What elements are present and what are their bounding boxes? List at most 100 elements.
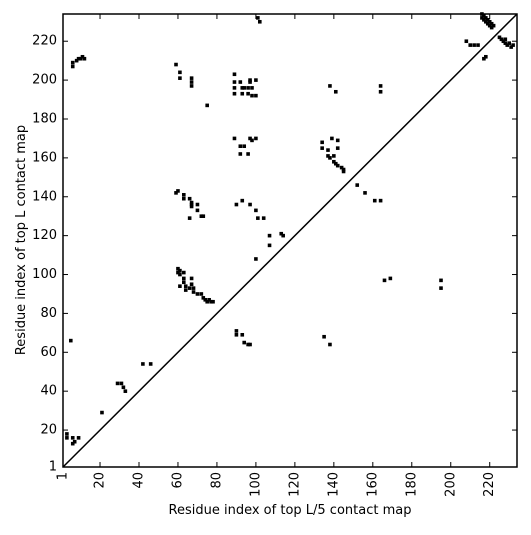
y-tick-label: 140 [32,189,57,204]
point [211,299,215,304]
point [248,202,252,207]
point [205,299,209,304]
point [339,165,344,170]
point [201,296,206,300]
point [328,342,332,347]
point [199,292,204,296]
point [189,80,194,84]
point [497,35,502,40]
point [76,436,81,440]
point [189,276,194,281]
x-tick-label: 140 [326,472,341,497]
point [248,78,252,82]
point [70,60,75,65]
point [484,16,488,20]
point [322,334,326,339]
point [115,381,120,386]
point [178,284,182,288]
point [176,270,180,275]
point [205,103,209,108]
point [187,196,192,201]
point [378,198,383,203]
point [256,216,260,220]
x-tick-label: 120 [287,472,302,497]
point [326,148,330,152]
point [176,266,180,271]
point [355,183,360,187]
point [78,56,83,61]
point [489,25,494,30]
point [240,91,245,96]
point [195,208,200,213]
point [335,163,340,168]
point [201,214,206,218]
point [76,56,81,61]
point [464,39,469,44]
point [254,78,258,82]
point [378,89,383,94]
point [203,297,208,302]
point [248,136,252,141]
point [335,138,340,143]
point [121,385,126,390]
point [341,167,346,172]
x-tick-label: 40 [131,472,146,489]
point [74,58,79,63]
point [187,216,192,220]
y-tick-label: 1 [49,460,57,475]
point [491,23,496,28]
point [503,41,508,45]
point [330,136,334,141]
plot-frame [62,13,518,468]
point [485,21,490,26]
point [189,84,194,88]
point [182,270,186,275]
point [242,144,247,149]
point [242,86,247,90]
y-tick-label: 80 [40,306,57,321]
point [68,338,73,343]
point [261,216,266,220]
point [189,200,194,205]
point [482,14,486,18]
point [238,80,243,84]
point [123,389,128,393]
point [484,19,488,24]
point [250,86,254,90]
point [246,152,250,156]
point [332,154,336,158]
point [174,62,178,67]
y-tick-label: 120 [32,228,57,243]
point [207,297,211,302]
point [246,91,250,96]
y-tick-label: 40 [40,384,57,399]
point [382,278,387,283]
point [238,152,243,156]
point [439,278,443,283]
point [328,84,332,88]
point [281,233,285,238]
point [209,299,213,304]
point [378,84,383,88]
point [332,159,336,164]
point [183,284,188,288]
point [238,144,243,149]
point [189,282,194,287]
point [182,193,186,197]
x-tick-label: 1 [56,472,71,480]
point [267,233,272,238]
point [240,198,245,203]
point [328,156,332,160]
point [80,54,85,59]
point [509,45,513,49]
point [482,56,486,61]
point [189,76,194,80]
point [174,191,178,195]
point [65,436,69,440]
point [178,272,182,277]
point [141,362,145,366]
point [191,286,196,290]
point [232,72,237,77]
x-tick-label: 60 [170,472,185,489]
